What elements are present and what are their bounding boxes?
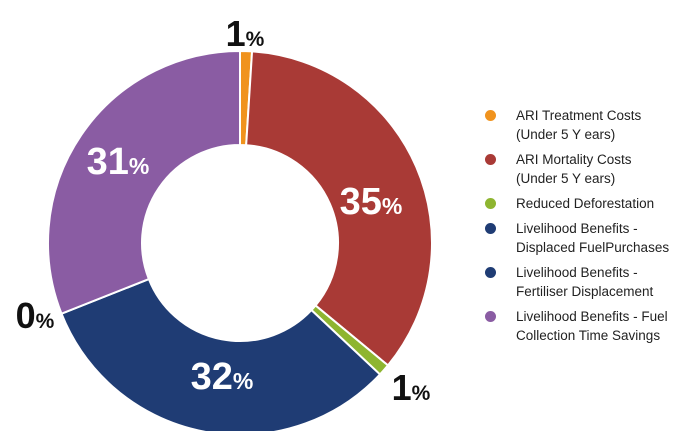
legend-label: Livelihood Benefits - Displaced FuelPurc… (516, 221, 670, 255)
donut-slice (245, 50, 433, 367)
legend-item: ARI Mortality Costs (Under 5 Y ears) (482, 150, 694, 188)
legend-marker (485, 267, 496, 278)
slice-label: 1% (226, 13, 265, 54)
legend-label: ARI Mortality Costs (Under 5 Y ears) (516, 152, 632, 186)
legend-label: Livelihood Benefits - Fertiliser Displac… (516, 265, 654, 299)
donut-slice (60, 277, 382, 431)
legend-item: Livelihood Benefits - Fuel Collection Ti… (482, 307, 694, 345)
slice-label: 32% (191, 356, 254, 398)
donut-slice (47, 49, 241, 315)
slice-label: 31% (87, 141, 150, 183)
legend-item: ARI Treatment Costs (Under 5 Y ears) (482, 106, 694, 144)
legend-label: Reduced Deforestation (516, 196, 655, 211)
legend: ARI Treatment Costs (Under 5 Y ears) ARI … (482, 106, 694, 351)
slice-label: 35% (340, 181, 403, 223)
legend-label: Livelihood Benefits - Fuel Collection Ti… (516, 309, 668, 343)
legend-label: ARI Treatment Costs (Under 5 Y ears) (516, 108, 642, 142)
legend-item: Livelihood Benefits - Displaced FuelPurc… (482, 219, 694, 257)
legend-marker (485, 154, 496, 165)
legend-marker (485, 311, 496, 322)
slice-label: 1% (392, 367, 431, 408)
legend-item: Reduced Deforestation (482, 194, 694, 213)
legend-marker (485, 110, 496, 121)
legend-marker (485, 223, 496, 234)
slice-label: 0% (16, 295, 55, 336)
legend-marker (485, 198, 496, 209)
legend-item: Livelihood Benefits - Fertiliser Displac… (482, 263, 694, 301)
